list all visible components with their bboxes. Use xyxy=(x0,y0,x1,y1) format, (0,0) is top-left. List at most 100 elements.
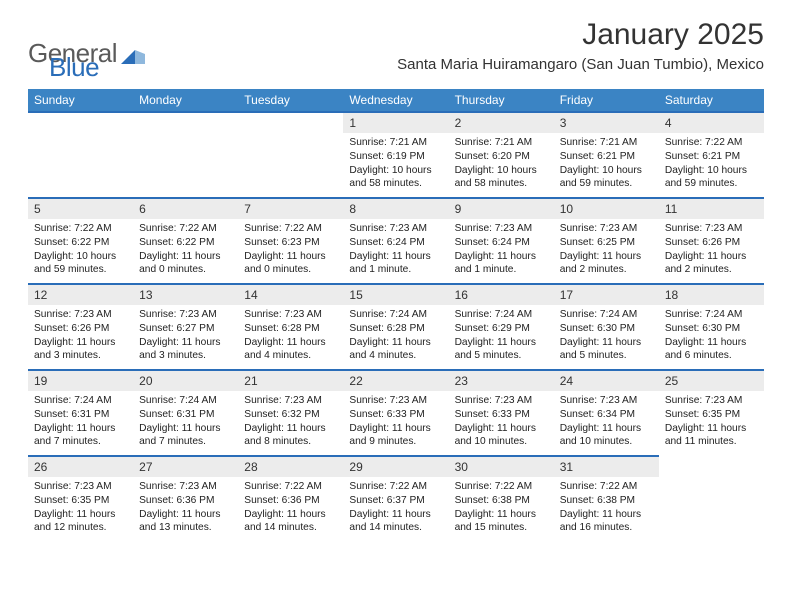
sunrise-line: Sunrise: 7:23 AM xyxy=(139,480,232,494)
day-number: 20 xyxy=(133,371,238,391)
day-details: Sunrise: 7:24 AMSunset: 6:31 PMDaylight:… xyxy=(28,391,133,449)
sunset-line: Sunset: 6:36 PM xyxy=(244,494,337,508)
calendar-row: 5Sunrise: 7:22 AMSunset: 6:22 PMDaylight… xyxy=(28,198,764,284)
daylight-line: Daylight: 11 hours and 1 minute. xyxy=(349,250,442,278)
day-details: Sunrise: 7:22 AMSunset: 6:23 PMDaylight:… xyxy=(238,219,343,277)
sunrise-line: Sunrise: 7:22 AM xyxy=(560,480,653,494)
weekday-header: Thursday xyxy=(449,89,554,112)
day-number: 1 xyxy=(343,113,448,133)
daylight-line: Daylight: 10 hours and 59 minutes. xyxy=(34,250,127,278)
header: General Blue January 2025 Santa Maria Hu… xyxy=(28,18,764,83)
day-details: Sunrise: 7:24 AMSunset: 6:28 PMDaylight:… xyxy=(343,305,448,363)
day-number: 21 xyxy=(238,371,343,391)
day-details: Sunrise: 7:23 AMSunset: 6:35 PMDaylight:… xyxy=(659,391,764,449)
sunset-line: Sunset: 6:31 PM xyxy=(139,408,232,422)
day-details: Sunrise: 7:23 AMSunset: 6:25 PMDaylight:… xyxy=(554,219,659,277)
day-details: Sunrise: 7:23 AMSunset: 6:24 PMDaylight:… xyxy=(343,219,448,277)
sunset-line: Sunset: 6:28 PM xyxy=(244,322,337,336)
daylight-line: Daylight: 11 hours and 14 minutes. xyxy=(349,508,442,536)
sunrise-line: Sunrise: 7:21 AM xyxy=(455,136,548,150)
calendar-cell: 25Sunrise: 7:23 AMSunset: 6:35 PMDayligh… xyxy=(659,370,764,456)
day-number: 28 xyxy=(238,457,343,477)
sunrise-line: Sunrise: 7:24 AM xyxy=(349,308,442,322)
page-container: General Blue January 2025 Santa Maria Hu… xyxy=(0,0,792,542)
calendar-cell: 18Sunrise: 7:24 AMSunset: 6:30 PMDayligh… xyxy=(659,284,764,370)
daylight-line: Daylight: 10 hours and 58 minutes. xyxy=(455,164,548,192)
calendar-cell-empty xyxy=(659,456,764,542)
sunrise-line: Sunrise: 7:24 AM xyxy=(34,394,127,408)
day-number: 22 xyxy=(343,371,448,391)
sunset-line: Sunset: 6:28 PM xyxy=(349,322,442,336)
sunrise-line: Sunrise: 7:23 AM xyxy=(349,222,442,236)
day-number: 31 xyxy=(554,457,659,477)
calendar-cell: 4Sunrise: 7:22 AMSunset: 6:21 PMDaylight… xyxy=(659,112,764,198)
sunrise-line: Sunrise: 7:23 AM xyxy=(349,394,442,408)
daylight-line: Daylight: 11 hours and 2 minutes. xyxy=(665,250,758,278)
calendar-cell: 17Sunrise: 7:24 AMSunset: 6:30 PMDayligh… xyxy=(554,284,659,370)
month-title: January 2025 xyxy=(397,18,764,52)
day-details: Sunrise: 7:22 AMSunset: 6:22 PMDaylight:… xyxy=(28,219,133,277)
calendar-cell: 31Sunrise: 7:22 AMSunset: 6:38 PMDayligh… xyxy=(554,456,659,542)
calendar-cell: 13Sunrise: 7:23 AMSunset: 6:27 PMDayligh… xyxy=(133,284,238,370)
weekday-header: Wednesday xyxy=(343,89,448,112)
sunset-line: Sunset: 6:35 PM xyxy=(665,408,758,422)
day-details: Sunrise: 7:22 AMSunset: 6:37 PMDaylight:… xyxy=(343,477,448,535)
day-number: 11 xyxy=(659,199,764,219)
calendar-body: 1Sunrise: 7:21 AMSunset: 6:19 PMDaylight… xyxy=(28,112,764,542)
daylight-line: Daylight: 11 hours and 2 minutes. xyxy=(560,250,653,278)
location-text: Santa Maria Huiramangaro (San Juan Tumbi… xyxy=(397,56,764,73)
day-details: Sunrise: 7:23 AMSunset: 6:26 PMDaylight:… xyxy=(659,219,764,277)
daylight-line: Daylight: 11 hours and 13 minutes. xyxy=(139,508,232,536)
daylight-line: Daylight: 10 hours and 59 minutes. xyxy=(560,164,653,192)
sunrise-line: Sunrise: 7:22 AM xyxy=(455,480,548,494)
sunrise-line: Sunrise: 7:23 AM xyxy=(455,394,548,408)
sunset-line: Sunset: 6:31 PM xyxy=(34,408,127,422)
day-details: Sunrise: 7:21 AMSunset: 6:19 PMDaylight:… xyxy=(343,133,448,191)
day-number: 13 xyxy=(133,285,238,305)
day-details: Sunrise: 7:22 AMSunset: 6:38 PMDaylight:… xyxy=(449,477,554,535)
daylight-line: Daylight: 11 hours and 7 minutes. xyxy=(139,422,232,450)
sunset-line: Sunset: 6:38 PM xyxy=(455,494,548,508)
day-number: 23 xyxy=(449,371,554,391)
daylight-line: Daylight: 10 hours and 59 minutes. xyxy=(665,164,758,192)
calendar-cell: 14Sunrise: 7:23 AMSunset: 6:28 PMDayligh… xyxy=(238,284,343,370)
daylight-line: Daylight: 11 hours and 10 minutes. xyxy=(455,422,548,450)
daylight-line: Daylight: 10 hours and 58 minutes. xyxy=(349,164,442,192)
calendar-cell-empty xyxy=(28,112,133,198)
calendar-cell: 24Sunrise: 7:23 AMSunset: 6:34 PMDayligh… xyxy=(554,370,659,456)
sunset-line: Sunset: 6:38 PM xyxy=(560,494,653,508)
day-details: Sunrise: 7:21 AMSunset: 6:21 PMDaylight:… xyxy=(554,133,659,191)
calendar-cell: 2Sunrise: 7:21 AMSunset: 6:20 PMDaylight… xyxy=(449,112,554,198)
sunset-line: Sunset: 6:19 PM xyxy=(349,150,442,164)
calendar-cell: 19Sunrise: 7:24 AMSunset: 6:31 PMDayligh… xyxy=(28,370,133,456)
calendar-table: SundayMondayTuesdayWednesdayThursdayFrid… xyxy=(28,89,764,542)
sunset-line: Sunset: 6:33 PM xyxy=(455,408,548,422)
day-details: Sunrise: 7:23 AMSunset: 6:33 PMDaylight:… xyxy=(449,391,554,449)
day-details: Sunrise: 7:23 AMSunset: 6:26 PMDaylight:… xyxy=(28,305,133,363)
sunset-line: Sunset: 6:24 PM xyxy=(455,236,548,250)
daylight-line: Daylight: 11 hours and 0 minutes. xyxy=(139,250,232,278)
calendar-cell: 8Sunrise: 7:23 AMSunset: 6:24 PMDaylight… xyxy=(343,198,448,284)
calendar-cell-empty xyxy=(238,112,343,198)
sunrise-line: Sunrise: 7:24 AM xyxy=(455,308,548,322)
day-number: 7 xyxy=(238,199,343,219)
calendar-cell: 6Sunrise: 7:22 AMSunset: 6:22 PMDaylight… xyxy=(133,198,238,284)
logo: General Blue xyxy=(28,24,99,83)
sunrise-line: Sunrise: 7:23 AM xyxy=(455,222,548,236)
day-details: Sunrise: 7:23 AMSunset: 6:32 PMDaylight:… xyxy=(238,391,343,449)
day-number: 29 xyxy=(343,457,448,477)
sunset-line: Sunset: 6:32 PM xyxy=(244,408,337,422)
day-number: 30 xyxy=(449,457,554,477)
calendar-cell: 28Sunrise: 7:22 AMSunset: 6:36 PMDayligh… xyxy=(238,456,343,542)
day-number: 14 xyxy=(238,285,343,305)
day-details: Sunrise: 7:22 AMSunset: 6:21 PMDaylight:… xyxy=(659,133,764,191)
day-number: 26 xyxy=(28,457,133,477)
sunrise-line: Sunrise: 7:22 AM xyxy=(34,222,127,236)
logo-text-blue: Blue xyxy=(49,52,99,83)
calendar-cell: 1Sunrise: 7:21 AMSunset: 6:19 PMDaylight… xyxy=(343,112,448,198)
sunset-line: Sunset: 6:20 PM xyxy=(455,150,548,164)
day-details: Sunrise: 7:23 AMSunset: 6:36 PMDaylight:… xyxy=(133,477,238,535)
calendar-cell: 5Sunrise: 7:22 AMSunset: 6:22 PMDaylight… xyxy=(28,198,133,284)
sunset-line: Sunset: 6:26 PM xyxy=(34,322,127,336)
sunrise-line: Sunrise: 7:23 AM xyxy=(665,394,758,408)
